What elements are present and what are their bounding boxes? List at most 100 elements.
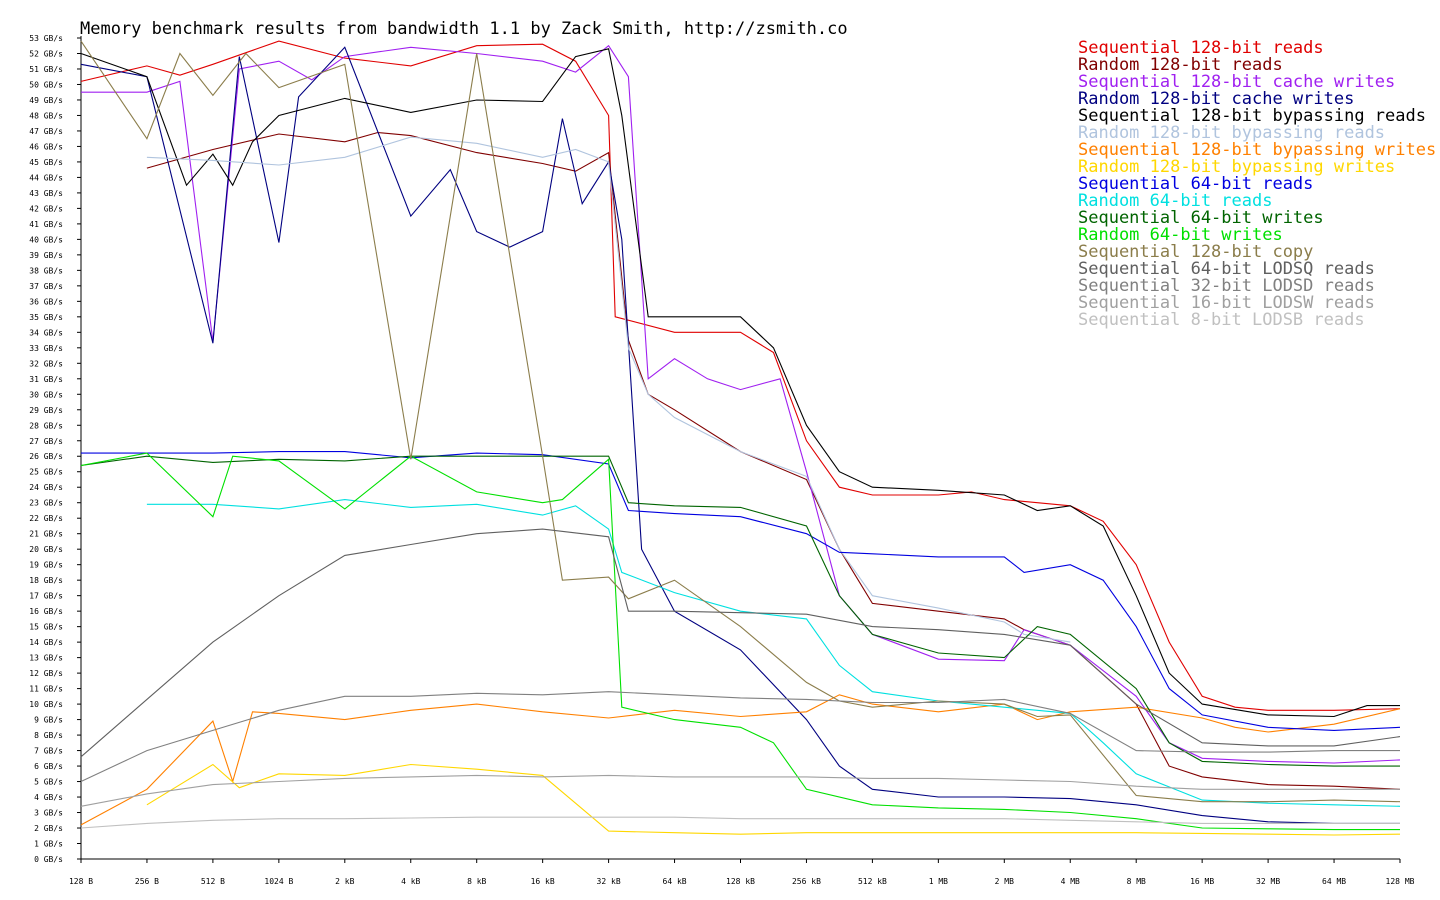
x-tick-label: 4 kB <box>401 877 420 886</box>
x-tick-label: 128 B <box>69 877 93 886</box>
y-tick-label: 11 GB/s <box>29 685 63 694</box>
series-line-sequential-128-bit-cache-writes <box>81 44 1401 764</box>
chart-title: Memory benchmark results from bandwidth … <box>80 19 848 39</box>
legend-entry-sequential-128-bit-cache-writes: Sequential 128-bit cache writes <box>1078 72 1395 92</box>
y-tick-label: 39 GB/s <box>29 251 63 260</box>
y-tick-label: 3 GB/s <box>34 809 63 818</box>
y-tick-label: 38 GB/s <box>29 266 63 275</box>
series-line-sequential-16-bit-lodsw-reads <box>80 774 1400 807</box>
y-tick-label: 46 GB/s <box>29 142 63 151</box>
y-tick-label: 44 GB/s <box>29 173 63 182</box>
y-tick-label: 29 GB/s <box>29 406 63 415</box>
y-tick-label: 36 GB/s <box>29 297 63 306</box>
x-tick-label: 2 MB <box>995 877 1014 886</box>
y-tick-label: 23 GB/s <box>29 499 63 508</box>
x-tick-label: 4 MB <box>1061 877 1080 886</box>
x-tick-label: 512 kB <box>858 877 887 886</box>
x-tick-label: 256 B <box>135 877 159 886</box>
legend-entry-sequential-32-bit-lodsd-reads: Sequential 32-bit LODSD reads <box>1078 276 1375 296</box>
x-tick-label: 64 kB <box>663 877 687 886</box>
x-tick-label: 2 kB <box>335 877 354 886</box>
x-tick-label: 512 B <box>201 877 225 886</box>
series-line-sequential-8-bit-lodsb-reads <box>80 816 1400 829</box>
y-tick-label: 10 GB/s <box>29 700 63 709</box>
y-tick-label: 4 GB/s <box>34 793 63 802</box>
y-tick-label: 37 GB/s <box>29 282 63 291</box>
y-tick-label: 2 GB/s <box>34 824 63 833</box>
series-line-sequential-64-bit-writes <box>80 455 1400 767</box>
y-tick-label: 50 GB/s <box>29 80 63 89</box>
x-tick-label: 128 kB <box>726 877 755 886</box>
y-tick-label: 42 GB/s <box>29 204 63 213</box>
y-tick-label: 16 GB/s <box>29 607 63 616</box>
y-tick-label: 48 GB/s <box>29 111 63 120</box>
y-tick-label: 12 GB/s <box>29 669 63 678</box>
x-tick-label: 256 kB <box>792 877 821 886</box>
y-tick-label: 32 GB/s <box>29 359 63 368</box>
y-tick-label: 33 GB/s <box>29 344 63 353</box>
y-tick-label: 43 GB/s <box>29 189 63 198</box>
legend-entry-random-64-bit-reads: Random 64-bit reads <box>1078 191 1272 211</box>
y-tick-label: 34 GB/s <box>29 328 63 337</box>
legend-entry-random-128-bit-reads: Random 128-bit reads <box>1078 55 1283 75</box>
legend-entry-random-64-bit-writes: Random 64-bit writes <box>1078 225 1283 245</box>
legend-entry-sequential-128-bit-copy: Sequential 128-bit copy <box>1078 242 1313 262</box>
legend-entry-sequential-64-bit-reads: Sequential 64-bit reads <box>1078 174 1313 194</box>
x-tick-label: 64 MB <box>1322 877 1346 886</box>
y-tick-label: 35 GB/s <box>29 313 63 322</box>
series-line-sequential-128-bit-copy <box>80 40 1401 803</box>
y-tick-label: 49 GB/s <box>29 96 63 105</box>
y-tick-label: 15 GB/s <box>29 623 63 632</box>
x-tick-label: 1 MB <box>929 877 948 886</box>
legend-entry-sequential-64-bit-writes: Sequential 64-bit writes <box>1078 208 1324 228</box>
x-tick-label: 128 MB <box>1386 877 1415 886</box>
legend-entry-sequential-128-bit-reads: Sequential 128-bit reads <box>1078 38 1324 58</box>
x-tick-label: 16 kB <box>531 877 555 886</box>
series-line-random-128-bit-cache-writes <box>80 46 1400 824</box>
y-tick-label: 5 GB/s <box>34 778 63 787</box>
y-tick-label: 18 GB/s <box>29 576 63 585</box>
chart-series <box>80 40 1401 836</box>
legend-entry-sequential-128-bit-bypassing-reads: Sequential 128-bit bypassing reads <box>1078 106 1426 126</box>
y-tick-label: 1 GB/s <box>34 840 63 849</box>
series-line-sequential-128-bit-reads <box>80 40 1401 711</box>
legend-entry-random-128-bit-cache-writes: Random 128-bit cache writes <box>1078 89 1354 109</box>
y-tick-label: 40 GB/s <box>29 235 63 244</box>
y-tick-label: 9 GB/s <box>34 716 63 725</box>
y-tick-label: 21 GB/s <box>29 530 63 539</box>
y-tick-label: 8 GB/s <box>34 731 63 740</box>
legend-entry-sequential-128-bit-bypassing-writes: Sequential 128-bit bypassing writes <box>1078 140 1436 160</box>
y-tick-label: 0 GB/s <box>34 855 63 864</box>
y-tick-label: 30 GB/s <box>29 390 63 399</box>
y-tick-label: 22 GB/s <box>29 514 63 523</box>
x-tick-label: 8 MB <box>1127 877 1146 886</box>
chart-axes: 0 GB/s 1 GB/s 2 GB/s 3 GB/s 4 GB/s 5 GB/s 6 GB… <box>29 34 1414 886</box>
y-tick-label: 13 GB/s <box>29 654 63 663</box>
y-tick-label: 45 GB/s <box>29 158 63 167</box>
legend-entry-sequential-64-bit-lodsq-reads: Sequential 64-bit LODSQ reads <box>1078 259 1375 279</box>
y-tick-label: 47 GB/s <box>29 127 63 136</box>
y-tick-label: 26 GB/s <box>29 452 63 461</box>
series-line-sequential-128-bit-bypassing-writes <box>80 694 1401 826</box>
y-tick-label: 24 GB/s <box>29 483 63 492</box>
series-line-sequential-64-bit-lodsq-reads <box>80 528 1401 758</box>
legend-entry-sequential-16-bit-lodsw-reads: Sequential 16-bit LODSW reads <box>1078 293 1375 313</box>
y-tick-label: 51 GB/s <box>29 65 63 74</box>
series-line-sequential-64-bit-reads <box>81 451 1401 731</box>
legend-entry-random-128-bit-bypassing-reads: Random 128-bit bypassing reads <box>1078 123 1385 143</box>
x-tick-label: 32 MB <box>1256 877 1280 886</box>
y-tick-label: 53 GB/s <box>29 34 63 43</box>
y-tick-label: 14 GB/s <box>29 638 63 647</box>
legend-entry-random-128-bit-bypassing-writes: Random 128-bit bypassing writes <box>1078 157 1395 177</box>
series-line-sequential-128-bit-bypassing-reads <box>80 48 1400 718</box>
y-tick-label: 7 GB/s <box>34 747 63 756</box>
series-line-random-128-bit-bypassing-writes <box>146 763 1401 836</box>
series-line-random-64-bit-writes <box>80 452 1400 831</box>
x-tick-label: 32 kB <box>597 877 621 886</box>
y-tick-label: 27 GB/s <box>29 437 63 446</box>
y-tick-label: 20 GB/s <box>29 545 63 554</box>
series-line-random-64-bit-reads <box>146 499 1401 807</box>
x-tick-label: 1024 B <box>264 877 293 886</box>
